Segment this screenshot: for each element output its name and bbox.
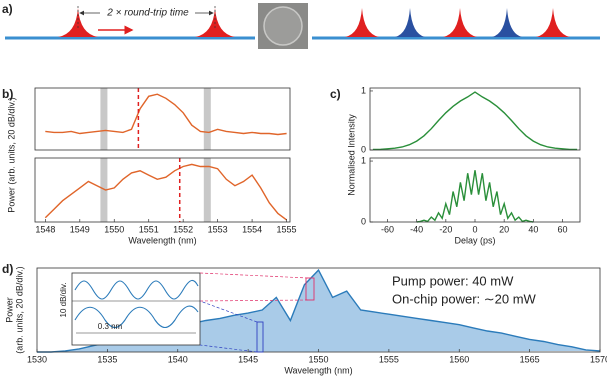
y-tick-label: 1: [361, 155, 366, 165]
data-line: [416, 170, 534, 223]
x-tick-label: 1540: [168, 354, 188, 364]
y-tick-label: 1: [361, 85, 366, 95]
x-tick-label: 1552: [173, 224, 193, 234]
x-tick-label: 1560: [449, 354, 469, 364]
y-axis-label: Normalised Intensity: [346, 114, 356, 196]
x-tick-label: 20: [499, 224, 509, 234]
schematic: 2 × round-trip time: [5, 3, 600, 49]
inset-scale-label: 10 dB/div.: [59, 283, 68, 318]
annotation: Pump power: 40 mW: [392, 273, 514, 288]
x-tick-label: 40: [528, 224, 538, 234]
panel-label: a): [2, 2, 13, 16]
data-line: [372, 91, 578, 151]
x-tick-label: 1545: [238, 354, 258, 364]
x-tick-label: 1554: [242, 224, 262, 234]
y-tick-label: 0: [361, 216, 366, 226]
x-tick-label: 1555: [277, 224, 297, 234]
inset: 10 dB/div. 0.3 nm: [59, 272, 315, 353]
y-axis-label: Power: [4, 297, 14, 323]
x-tick-label: 1535: [97, 354, 117, 364]
x-tick-label: -60: [381, 224, 394, 234]
x-tick-label: -40: [410, 224, 423, 234]
annotation: On-chip power: ∼20 mW: [392, 291, 537, 306]
highlight-band: [100, 158, 108, 222]
panel-label: c): [330, 87, 341, 101]
x-axis-label: Wavelength (nm): [284, 365, 352, 375]
highlight-band: [203, 88, 211, 150]
y-axis-label: Power (arb. units, 20 dB/div.): [6, 97, 16, 212]
plot-frame: [369, 157, 581, 223]
y-axis-label: (arb. units, 20 dB/div.): [14, 266, 24, 353]
data-line: [45, 93, 287, 136]
plot-frame: [34, 87, 291, 151]
highlight-band: [100, 88, 108, 150]
x-axis-label: Delay (ps): [454, 235, 495, 245]
x-tick-label: 0: [472, 224, 477, 234]
x-tick-label: 1530: [27, 354, 47, 364]
inset-span-label: 0.3 nm: [98, 322, 123, 331]
plot-frame: [34, 157, 291, 223]
x-tick-label: -20: [439, 224, 452, 234]
x-tick-label: 60: [557, 224, 567, 234]
panel-label: d): [2, 262, 13, 276]
highlight-band: [203, 158, 211, 222]
x-axis-label: Wavelength (nm): [128, 235, 196, 245]
x-tick-label: 1549: [70, 224, 90, 234]
panel-label: b): [2, 87, 13, 101]
x-tick-label: 1553: [208, 224, 228, 234]
x-tick-label: 1551: [139, 224, 159, 234]
x-tick-label: 1555: [379, 354, 399, 364]
x-tick-label: 1570: [590, 354, 607, 364]
plot-frame: [369, 87, 581, 151]
x-tick-label: 1550: [104, 224, 124, 234]
x-tick-label: 1548: [35, 224, 55, 234]
x-tick-label: 1550: [308, 354, 328, 364]
annotation: 2 × round-trip time: [106, 8, 189, 19]
y-tick-label: 0: [361, 144, 366, 154]
x-tick-label: 1565: [520, 354, 540, 364]
data-line: [44, 163, 288, 221]
